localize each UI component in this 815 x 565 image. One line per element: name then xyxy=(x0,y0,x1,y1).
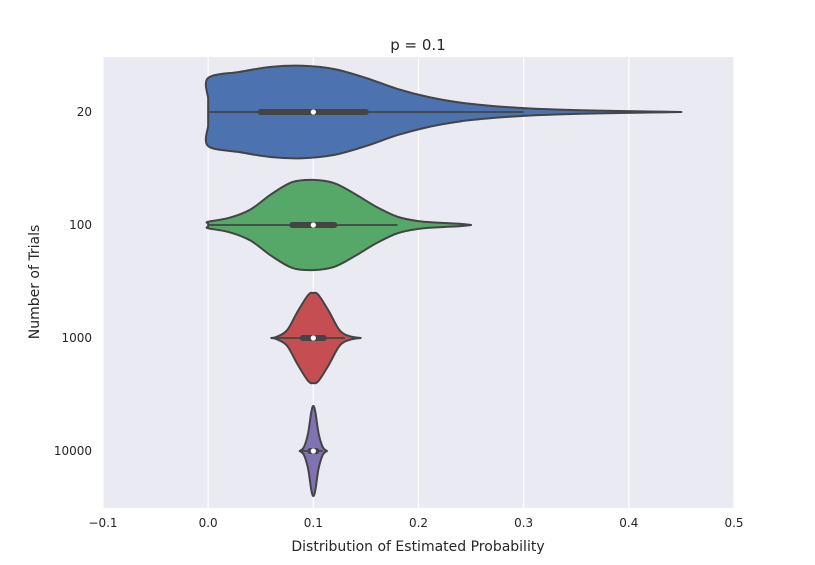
x-tick-label: −0.1 xyxy=(88,516,117,530)
violin-10000 xyxy=(298,404,329,498)
violins xyxy=(204,64,683,498)
x-axis-label: Distribution of Estimated Probability xyxy=(291,539,544,555)
violin-median-point xyxy=(310,448,316,454)
x-tick-label: 0.1 xyxy=(304,516,323,530)
violin-median-point xyxy=(310,109,316,115)
x-tick-labels: −0.1 0.0 0.1 0.2 0.3 0.4 0.5 xyxy=(88,516,743,530)
x-tick-label: 0.0 xyxy=(199,516,218,530)
y-tick-labels: 20 100 1000 10000 xyxy=(54,105,92,458)
x-tick-label: 0.2 xyxy=(409,516,428,530)
x-tick-label: 0.5 xyxy=(724,516,743,530)
y-tick-label: 20 xyxy=(77,105,92,119)
violin-20 xyxy=(204,64,683,160)
y-axis-label: Number of Trials xyxy=(27,225,43,340)
violin-median-point xyxy=(310,335,316,341)
chart-title: p = 0.1 xyxy=(390,36,445,54)
violin-median-point xyxy=(310,222,316,228)
violin-100 xyxy=(205,178,473,272)
x-tick-label: 0.3 xyxy=(514,516,533,530)
violin-1000 xyxy=(270,291,362,385)
y-tick-label: 100 xyxy=(69,218,92,232)
x-tick-label: 0.4 xyxy=(619,516,638,530)
y-tick-label: 10000 xyxy=(54,444,92,458)
y-tick-label: 1000 xyxy=(61,331,92,345)
